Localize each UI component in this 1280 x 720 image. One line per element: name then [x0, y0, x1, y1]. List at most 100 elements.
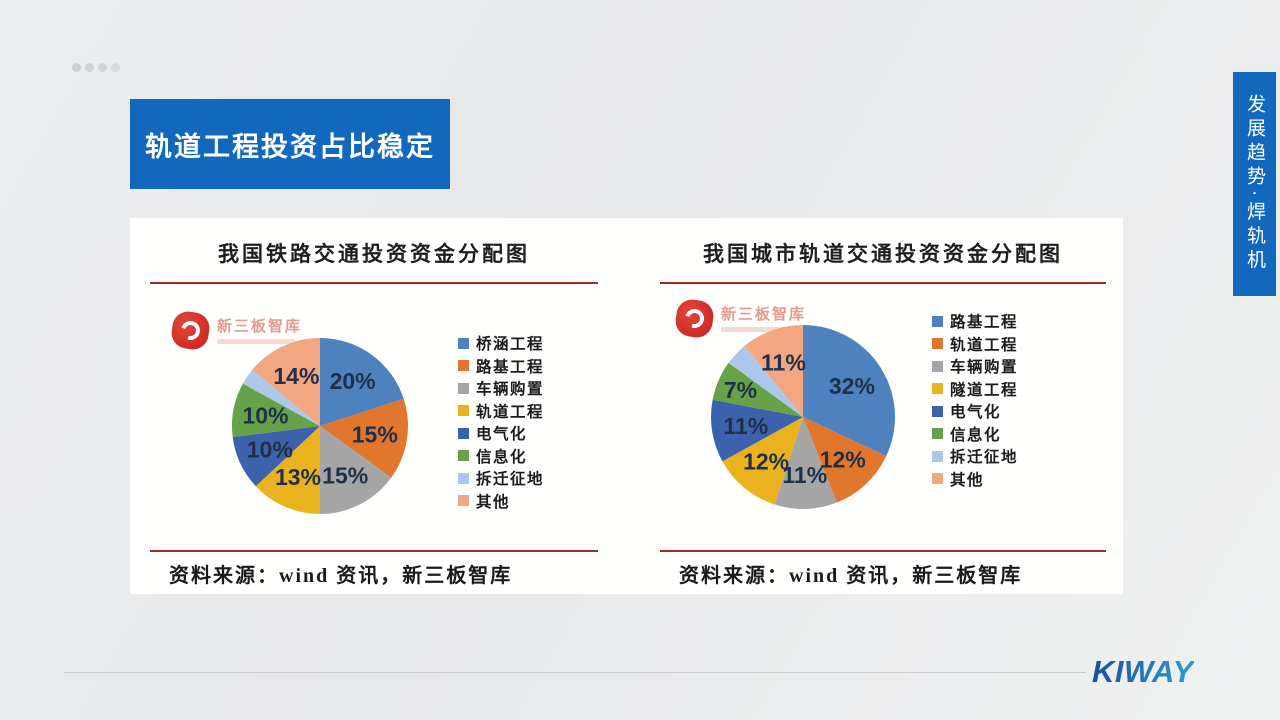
- legend-item: 其他: [932, 468, 1018, 491]
- chart-source: 资料来源：wind 资讯，新三板智库: [679, 565, 1023, 587]
- pie-slice: [728, 346, 803, 417]
- dot-icon: [85, 63, 94, 72]
- legend-swatch-icon: [932, 473, 943, 485]
- legend-label: 其他: [476, 493, 511, 511]
- pie-label: 11%: [761, 350, 806, 376]
- legend-label: 信息化: [950, 426, 1002, 444]
- legend-swatch-icon: [932, 450, 943, 462]
- legend-swatch-icon: [458, 450, 469, 462]
- pie-label: 11%: [723, 413, 768, 439]
- pie-chart: 20%15%15%13%10%10%14%: [231, 338, 408, 514]
- legend-swatch-icon: [932, 338, 943, 350]
- legend-item: 信息化: [932, 423, 1018, 446]
- chart-legend: 桥涵工程路基工程 车辆购置 轨道工程 电气化信息化拆迁征地其他: [458, 332, 544, 512]
- urban-rail-investment-chart: 我国城市轨道交通投资资金分配图 新三板智库 32% 12% 11% 12% 11% 7% 1…: [660, 234, 1106, 588]
- legend-label: 路基工程: [950, 314, 1019, 332]
- pie-slice: [803, 417, 887, 503]
- divider-top: [150, 282, 598, 284]
- legend-swatch-icon: [932, 383, 943, 395]
- legend-item: 其他: [458, 490, 544, 513]
- legend-swatch-icon: [458, 427, 469, 439]
- pie-slice: [252, 338, 320, 426]
- legend-swatch-icon: [458, 360, 469, 372]
- divider-bottom: [150, 550, 598, 552]
- legend-swatch-icon: [458, 382, 469, 394]
- legend-label: 信息化: [476, 448, 528, 466]
- legend-item: 隧道工程: [932, 378, 1018, 401]
- pie-slice: [320, 338, 404, 426]
- pie-label: 13%: [275, 464, 321, 490]
- decorative-dots: [72, 63, 120, 72]
- pie-slice: [803, 325, 895, 457]
- pie-label: 12%: [743, 449, 789, 475]
- pie-label: 7%: [724, 377, 757, 403]
- pie-slice: [712, 362, 803, 417]
- pie-label: 10%: [247, 437, 293, 463]
- watermark-text: 新三板智库: [217, 319, 303, 335]
- slide-title-banner: 轨道工程投资占比稳定: [130, 99, 450, 189]
- legend-swatch-icon: [458, 472, 469, 484]
- watermark-subtext: [721, 327, 799, 332]
- slide-title: 轨道工程投资占比稳定: [145, 131, 435, 162]
- pie-label: 12%: [820, 446, 866, 472]
- legend-swatch-icon: [932, 405, 943, 417]
- pie-label: 20%: [330, 368, 376, 394]
- legend-label: 轨道工程: [950, 336, 1019, 354]
- watermark-subtext: [217, 339, 295, 344]
- legend-label: 隧道工程: [950, 381, 1019, 399]
- dot-icon: [111, 63, 120, 72]
- pie-slice: [231, 383, 320, 438]
- pie-chart: 32%12%11%12%11%7%11%: [711, 325, 895, 510]
- pie-slice: [774, 417, 837, 510]
- pie-slice: [242, 369, 320, 426]
- legend-swatch-icon: [932, 360, 943, 372]
- pie-label: 15%: [322, 462, 368, 488]
- pie-slice: [711, 399, 803, 462]
- dot-icon: [72, 63, 81, 72]
- pie-slice: [320, 426, 392, 514]
- chart-body: 新三板智库 32% 12% 11% 12% 11% 7% 11% 路基工程 轨道工程 车辆购置隧…: [660, 284, 1106, 542]
- legend-label: 拆迁征地: [476, 471, 545, 489]
- legend-item: 轨道工程: [932, 333, 1018, 356]
- legend-label: 车辆购置: [950, 359, 1019, 377]
- legend-item: 电气化: [458, 422, 544, 445]
- legend-swatch-icon: [932, 315, 943, 327]
- footer-divider: [64, 672, 1086, 673]
- thinktank-logo-icon: [169, 309, 212, 352]
- railway-investment-chart: 我国铁路交通投资资金分配图 新三板智库 20% 15% 15% 13% 10% 10% 14…: [150, 234, 598, 588]
- chart-source: 资料来源：wind 资讯，新三板智库: [169, 565, 513, 587]
- legend-swatch-icon: [458, 495, 469, 507]
- watermark-text: 新三板智库: [721, 307, 807, 323]
- legend-swatch-icon: [458, 337, 469, 349]
- pie-slice: [232, 426, 320, 487]
- pie-label: 15%: [352, 422, 398, 448]
- pie-label: 11%: [782, 462, 827, 488]
- divider-bottom: [660, 550, 1106, 552]
- pie-slice: [722, 417, 803, 505]
- legend-swatch-icon: [932, 428, 943, 440]
- kiway-logo: KIWAY: [1092, 654, 1194, 689]
- legend-label: 桥涵工程: [476, 336, 545, 354]
- section-tab: 发展趋势·焊轨机: [1233, 72, 1276, 296]
- chart-title: 我国城市轨道交通投资资金分配图: [703, 242, 1063, 266]
- legend-item: 轨道工程: [458, 400, 544, 423]
- legend-item: 电气化: [932, 400, 1018, 423]
- divider-top: [660, 282, 1106, 284]
- legend-label: 路基工程: [476, 358, 545, 376]
- pie-label: 32%: [829, 373, 875, 399]
- legend-label: 其他: [950, 471, 985, 489]
- legend-label: 电气化: [950, 404, 1002, 422]
- legend-item: 桥涵工程: [458, 332, 544, 355]
- section-tab-label: 发展趋势·焊轨机: [1244, 94, 1265, 274]
- watermark-logo: 新三板智库: [673, 297, 807, 340]
- legend-item: 信息化: [458, 445, 544, 468]
- chart-legend: 路基工程轨道工程车辆购置隧道工程电气化信息化拆迁征地其他: [932, 310, 1018, 490]
- legend-item: 拆迁征地: [932, 445, 1018, 468]
- legend-item: 车辆购置: [458, 377, 544, 400]
- chart-title: 我国铁路交通投资资金分配图: [218, 242, 530, 266]
- watermark-logo: 新三板智库: [169, 309, 303, 352]
- pie-slice: [255, 426, 320, 514]
- legend-label: 拆迁征地: [950, 449, 1019, 467]
- legend-item: 车辆购置: [932, 355, 1018, 378]
